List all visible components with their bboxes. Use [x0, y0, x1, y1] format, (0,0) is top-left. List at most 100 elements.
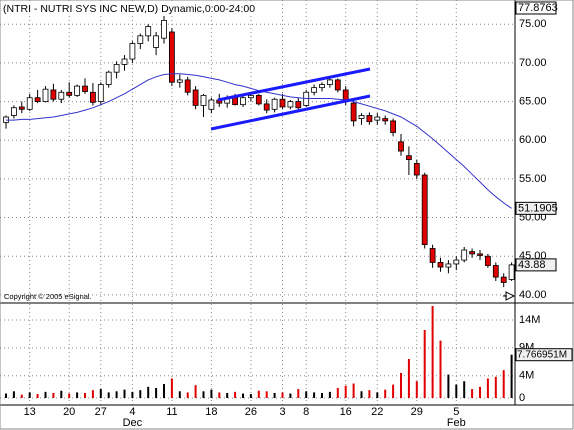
volume-bar — [439, 340, 442, 398]
candle-body — [421, 174, 428, 246]
volume-bar — [281, 392, 284, 398]
candle-body — [287, 101, 294, 108]
volume-bar — [178, 391, 181, 398]
volume-bar — [400, 372, 402, 398]
candle-body — [240, 97, 246, 106]
candle-body — [129, 43, 136, 60]
candle-body — [453, 259, 460, 265]
candle-body — [350, 102, 357, 122]
volume-bar — [5, 393, 7, 398]
candle-body — [200, 94, 207, 106]
candle-body — [311, 87, 318, 93]
volume-bar — [234, 391, 237, 398]
y-tick-label: 55.00 — [519, 173, 547, 185]
x-tick-label: 4 — [129, 406, 135, 418]
volume-bar — [28, 392, 31, 398]
volume-bar — [494, 376, 497, 398]
candle-body — [184, 79, 191, 93]
volume-bar — [226, 392, 229, 398]
candle-body — [168, 31, 175, 83]
candle-body — [58, 91, 65, 100]
volume-marker-label: 7.766951M — [517, 349, 567, 360]
candle-body — [271, 98, 278, 110]
volume-bar — [471, 389, 474, 398]
volume-bar — [123, 389, 126, 398]
candle-body — [42, 88, 49, 102]
volume-bar — [186, 392, 189, 398]
volume-bar — [407, 358, 410, 398]
candle-body — [492, 265, 499, 278]
y-tick-label: 40.00 — [519, 289, 547, 301]
volume-bar — [139, 390, 142, 398]
volume-bar — [344, 385, 347, 398]
x-tick-label: 3 — [279, 406, 285, 418]
volume-bar — [36, 394, 39, 398]
candle-body — [208, 99, 215, 110]
candle-body — [445, 263, 452, 268]
candle-body — [484, 255, 491, 266]
x-tick-label: 29 — [411, 406, 423, 418]
candle-body — [374, 116, 381, 121]
x-tick-label: 8 — [303, 406, 309, 418]
candle-body — [82, 85, 88, 92]
candle-body — [326, 79, 333, 85]
candle-body — [26, 97, 33, 110]
candle-body — [263, 103, 270, 111]
candle-body — [477, 253, 483, 256]
volume-bar — [273, 392, 276, 398]
volume-bar — [305, 391, 308, 398]
volume-bar — [170, 378, 173, 398]
candle-body — [429, 248, 436, 263]
volume-bar — [202, 391, 205, 398]
candle-body — [90, 91, 96, 103]
candle-body — [18, 106, 25, 110]
volume-bar — [265, 391, 268, 398]
candle-body — [382, 118, 389, 122]
price-marker-label: 43.88 — [518, 259, 546, 271]
month-label: Feb — [447, 417, 466, 429]
candle-body — [405, 155, 412, 160]
candle-body — [398, 141, 404, 152]
volume-bar — [44, 391, 47, 398]
price-marker-box — [515, 201, 557, 215]
volume-bar — [60, 390, 63, 398]
x-tick-label: 27 — [95, 406, 107, 418]
candle-body — [295, 101, 302, 109]
candle-body — [232, 97, 239, 106]
x-tick-label: 16 — [340, 406, 352, 418]
candle-body — [10, 107, 17, 116]
candle-body — [137, 35, 144, 44]
x-tick-label: 5 — [453, 406, 459, 418]
y-tick-label: 75.00 — [519, 18, 547, 30]
volume-bar — [163, 384, 165, 398]
volume-bar — [479, 386, 481, 398]
volume-bar — [423, 330, 426, 398]
volume-bar — [455, 384, 458, 398]
volume-bar — [68, 393, 71, 398]
volume-bar — [510, 354, 513, 398]
y-tick-label: 4M — [519, 370, 534, 382]
chart-title: (NTRI - NUTRI SYS INC NEW,D) Dynamic,0:0… — [3, 3, 255, 15]
volume-bar — [352, 383, 355, 398]
x-tick-label: 20 — [63, 406, 75, 418]
candle-body — [66, 91, 73, 96]
x-tick-label: 26 — [245, 406, 257, 418]
volume-bar — [313, 392, 316, 398]
volume-bar — [336, 387, 339, 398]
y-tick-label: 60.00 — [519, 134, 547, 146]
channel-lower — [210, 94, 371, 131]
price-marker-label: 51.1905 — [518, 202, 558, 214]
y-tick-label: 65.00 — [519, 95, 547, 107]
volume-bar — [12, 391, 15, 398]
candle-body — [500, 276, 507, 283]
volume-bar — [218, 392, 221, 398]
volume-bar — [257, 390, 260, 398]
candle-body — [437, 262, 444, 268]
volume-bar — [210, 389, 213, 398]
candle-body — [279, 98, 286, 108]
candle-body — [113, 64, 120, 73]
volume-bar — [194, 385, 197, 398]
candle-body — [508, 264, 515, 280]
